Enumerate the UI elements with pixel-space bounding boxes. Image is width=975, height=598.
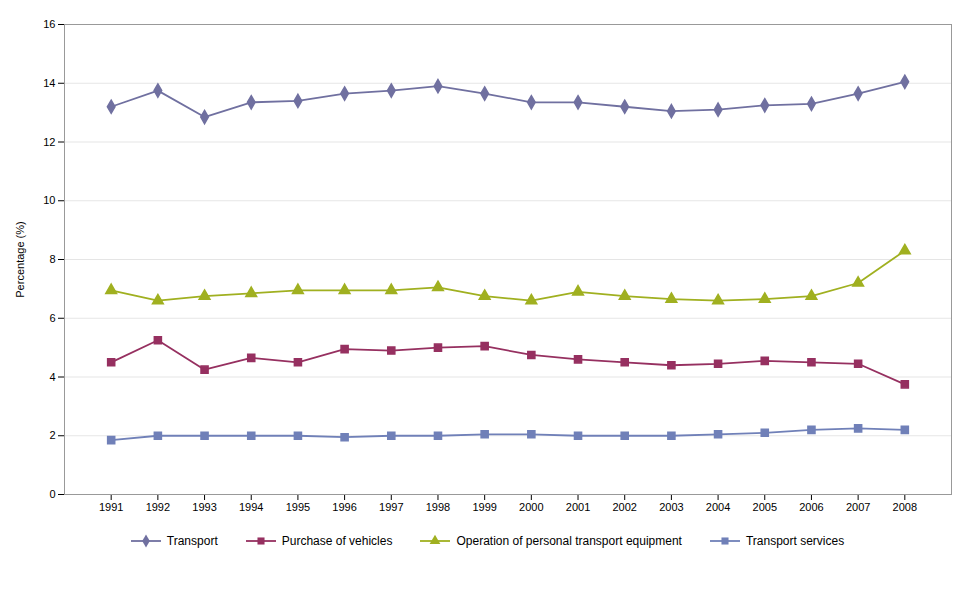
svg-text:2002: 2002 bbox=[612, 501, 636, 513]
svg-text:1994: 1994 bbox=[239, 501, 263, 513]
svg-text:1993: 1993 bbox=[192, 501, 216, 513]
html-text:Operation of personal transpor: Operation of personal transport equipmen… bbox=[456, 534, 682, 548]
svg-text:1991: 1991 bbox=[99, 501, 123, 513]
html-text:Purchase of vehicles: Purchase of vehicles bbox=[281, 534, 393, 548]
svg-text:2001: 2001 bbox=[566, 501, 590, 513]
svg-text:1998: 1998 bbox=[426, 501, 450, 513]
svg-text:Percentage (%): Percentage (%) bbox=[14, 221, 26, 297]
svg-text:2007: 2007 bbox=[846, 501, 870, 513]
svg-text:2003: 2003 bbox=[659, 501, 683, 513]
svg-text:1996: 1996 bbox=[332, 501, 356, 513]
svg-text:2000: 2000 bbox=[519, 501, 543, 513]
svg-text:16: 16 bbox=[43, 18, 55, 30]
svg-text:8: 8 bbox=[49, 253, 55, 265]
svg-text:6: 6 bbox=[49, 312, 55, 324]
svg-text:1995: 1995 bbox=[286, 501, 310, 513]
svg-text:2006: 2006 bbox=[799, 501, 823, 513]
svg-text:1992: 1992 bbox=[146, 501, 170, 513]
svg-text:1997: 1997 bbox=[379, 501, 403, 513]
svg-text:4: 4 bbox=[49, 371, 55, 383]
svg-text:2005: 2005 bbox=[753, 501, 777, 513]
html-text:Transport services: Transport services bbox=[745, 534, 845, 548]
svg-text:0: 0 bbox=[49, 488, 55, 500]
svg-text:10: 10 bbox=[43, 194, 55, 206]
svg-text:2004: 2004 bbox=[706, 501, 730, 513]
svg-text:14: 14 bbox=[43, 77, 55, 89]
html-text:Transport: Transport bbox=[166, 534, 218, 548]
svg-text:12: 12 bbox=[43, 136, 55, 148]
svg-text:2: 2 bbox=[49, 429, 55, 441]
svg-text:2008: 2008 bbox=[893, 501, 917, 513]
svg-text:1999: 1999 bbox=[472, 501, 496, 513]
